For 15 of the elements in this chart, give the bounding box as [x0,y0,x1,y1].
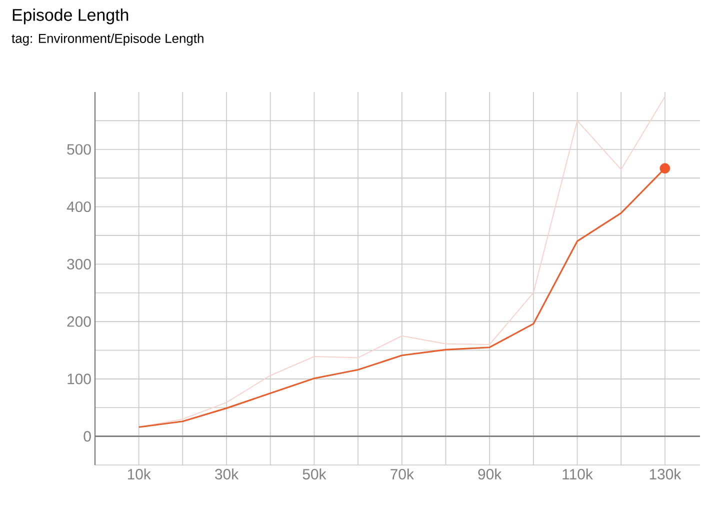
chart-subtitle: tag: Environment/Episode Length [12,34,204,46]
x-tick-label: 30k [215,468,239,480]
x-tick-label: 70k [390,468,414,480]
y-tick-label: 300 [67,258,91,270]
y-tick-label: 100 [68,374,91,384]
x-tick-label: 50k [302,468,326,480]
y-tick-label: 0 [84,431,91,442]
y-tick-label: 400 [66,201,91,212]
x-tick-label: 110k [562,468,593,480]
x-tick-label: 90k [478,468,502,480]
x-tick-label: 10k [128,468,151,480]
x-tick-label: 130k [650,468,682,480]
y-tick-label: 200 [67,316,91,327]
chart-title: Episode Length [12,8,128,24]
y-tick-label: 500 [67,144,91,155]
